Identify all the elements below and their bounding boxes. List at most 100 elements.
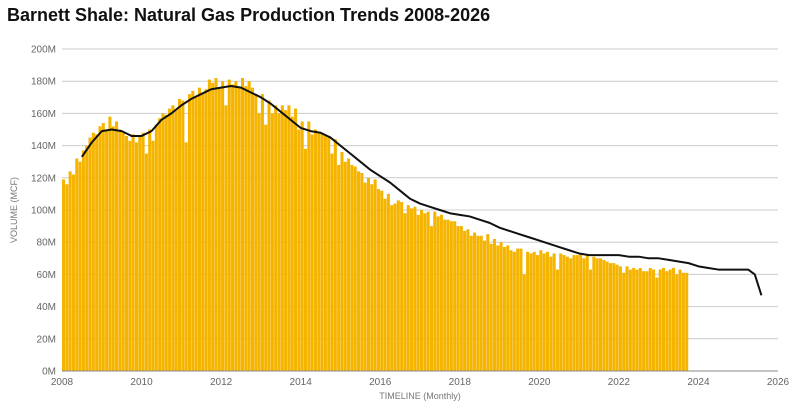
bar	[555, 269, 559, 371]
bar	[231, 84, 235, 372]
bar	[638, 267, 642, 371]
x-tick-label: 2014	[290, 377, 313, 388]
y-tick-label: 180M	[31, 77, 56, 88]
bar	[496, 245, 500, 371]
bar	[250, 87, 254, 371]
y-tick-label: 0M	[42, 367, 56, 378]
y-axis-tick-labels: 0M 20M 40M 60M 80M 100M 120M 140M 160M 180M 200M	[31, 45, 56, 378]
bar	[386, 193, 390, 371]
y-tick-label: 60M	[37, 270, 56, 281]
bar	[532, 251, 536, 371]
bar	[436, 216, 440, 371]
bar	[154, 124, 158, 371]
bar	[144, 153, 148, 371]
bar	[390, 205, 394, 371]
bar	[366, 177, 371, 371]
bar	[363, 182, 367, 371]
y-tick-label: 160M	[31, 109, 56, 120]
bar	[134, 142, 138, 371]
bar	[323, 135, 327, 371]
bar	[360, 172, 364, 371]
bar	[579, 253, 583, 371]
bar	[433, 211, 437, 371]
bar	[290, 116, 294, 372]
bar	[75, 158, 79, 371]
bar	[310, 134, 314, 371]
bar	[549, 256, 553, 371]
bar	[625, 266, 629, 371]
bar	[383, 198, 387, 371]
bar	[559, 253, 563, 371]
bar	[486, 234, 490, 371]
bar	[270, 113, 274, 372]
bar	[320, 132, 324, 371]
bar	[642, 271, 646, 371]
bar	[161, 113, 165, 372]
bar	[479, 235, 483, 371]
bar	[449, 221, 453, 371]
bar	[595, 258, 599, 371]
bar	[244, 86, 248, 371]
bar	[522, 274, 526, 371]
bar	[68, 171, 72, 371]
bar	[260, 94, 264, 371]
bar	[297, 129, 301, 371]
bar	[141, 132, 145, 371]
bar	[592, 256, 596, 371]
bar	[303, 148, 308, 371]
bar	[241, 77, 245, 371]
bar	[373, 179, 377, 371]
bar	[622, 272, 626, 371]
bar	[124, 135, 129, 371]
bar	[333, 139, 337, 371]
bar	[184, 142, 188, 371]
bar	[416, 214, 420, 371]
bar	[247, 81, 251, 371]
bar	[519, 248, 523, 371]
bar	[599, 258, 603, 371]
bar	[492, 238, 496, 371]
bar	[317, 132, 321, 371]
bar	[675, 274, 679, 371]
bar	[237, 87, 241, 371]
x-tick-label: 2008	[51, 377, 74, 388]
bar	[313, 129, 317, 371]
bar	[661, 267, 666, 371]
bar	[118, 129, 122, 371]
bar	[211, 82, 215, 371]
bar	[545, 251, 550, 371]
bar	[204, 89, 208, 371]
bar	[473, 232, 477, 371]
bar	[459, 226, 463, 371]
bar	[62, 179, 66, 371]
bar	[178, 98, 182, 371]
bar	[443, 219, 447, 371]
y-tick-label: 140M	[31, 141, 56, 152]
bar	[337, 164, 341, 371]
bar	[88, 137, 92, 371]
bar	[628, 269, 632, 371]
trend-line	[81, 85, 763, 296]
bar	[277, 113, 281, 372]
bar	[221, 81, 225, 371]
bar	[164, 115, 168, 371]
bar	[207, 79, 211, 371]
bar	[294, 108, 298, 371]
bar	[201, 92, 205, 371]
bar	[658, 269, 662, 371]
bar	[284, 110, 288, 372]
bar	[264, 124, 268, 371]
bar	[506, 245, 510, 371]
bar	[357, 171, 361, 371]
bar	[536, 255, 540, 371]
bar	[274, 105, 278, 371]
y-tick-label: 40M	[37, 302, 56, 313]
bar	[121, 132, 125, 371]
bar	[307, 121, 311, 371]
bar	[327, 135, 331, 371]
bar	[95, 134, 99, 371]
bar	[393, 203, 397, 371]
bar	[589, 269, 593, 371]
bar	[224, 105, 228, 371]
bar	[615, 264, 619, 371]
